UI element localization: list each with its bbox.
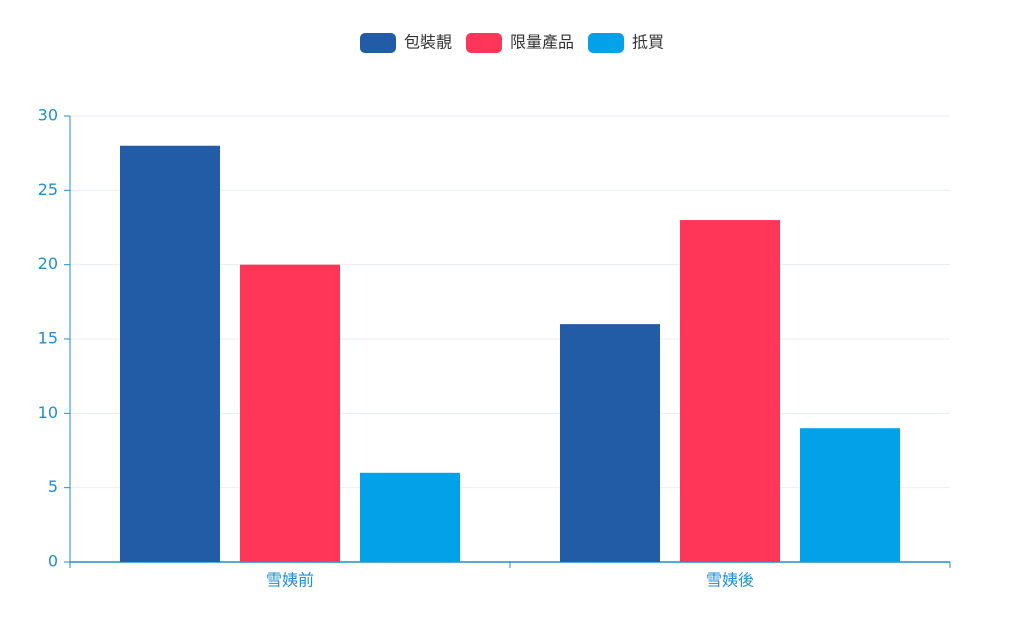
bar <box>560 324 660 562</box>
y-tick-label: 25 <box>38 180 58 199</box>
x-tick-label: 雪姨後 <box>706 571 754 590</box>
legend-label: 包裝靚 <box>404 33 452 52</box>
bar <box>800 428 900 562</box>
bar <box>680 220 780 563</box>
bar <box>240 264 340 562</box>
y-tick-label: 0 <box>48 552 58 571</box>
legend-label: 抵買 <box>632 33 664 52</box>
y-tick-label: 30 <box>38 106 58 125</box>
legend-swatch <box>465 33 502 53</box>
y-tick-label: 15 <box>38 329 58 348</box>
y-tick-label: 10 <box>38 403 58 422</box>
legend-label: 限量產品 <box>510 33 574 52</box>
bar <box>120 145 220 562</box>
legend-swatch <box>359 33 396 53</box>
y-tick-label: 5 <box>48 477 58 496</box>
y-tick-label: 20 <box>38 254 58 273</box>
bar <box>360 472 460 562</box>
x-tick-label: 雪姨前 <box>266 571 314 590</box>
legend-swatch <box>588 33 625 53</box>
